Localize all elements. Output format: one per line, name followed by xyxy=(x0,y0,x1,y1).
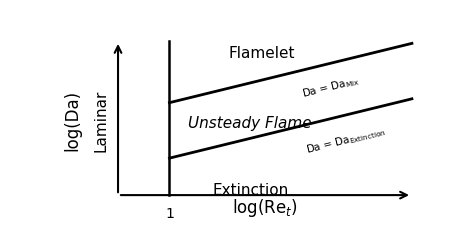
Text: Extinction: Extinction xyxy=(212,183,288,198)
Text: Da = Da$_\mathregular{Extinction}$: Da = Da$_\mathregular{Extinction}$ xyxy=(304,124,387,157)
Text: Flamelet: Flamelet xyxy=(228,46,294,61)
Text: Unsteady Flame: Unsteady Flame xyxy=(189,116,312,131)
Text: log(Da): log(Da) xyxy=(63,90,81,151)
Text: Da = Da$_\mathregular{Mix}$: Da = Da$_\mathregular{Mix}$ xyxy=(301,74,361,101)
Text: 1: 1 xyxy=(165,206,174,221)
Text: log(Re$_t$): log(Re$_t$) xyxy=(232,197,298,219)
Text: Laminar: Laminar xyxy=(94,90,109,152)
